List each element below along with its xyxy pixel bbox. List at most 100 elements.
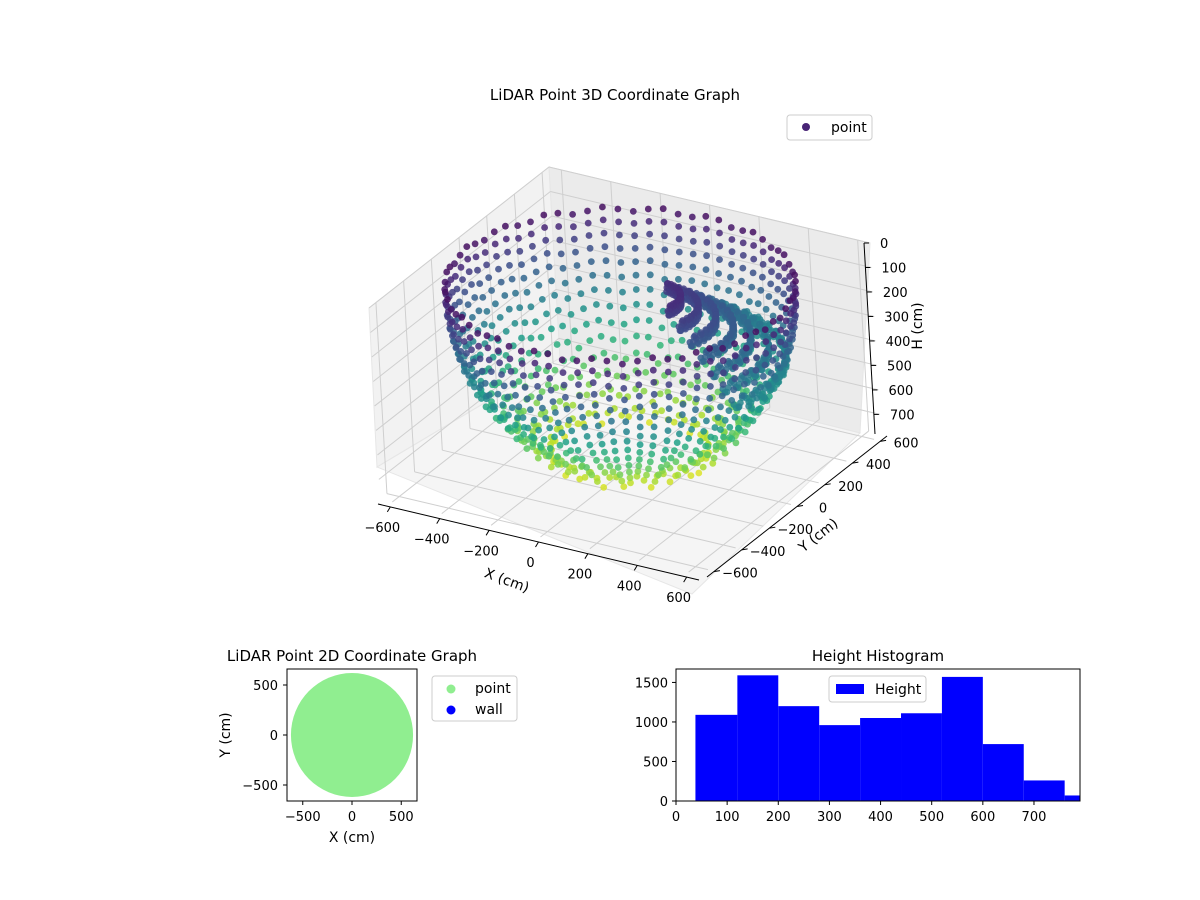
point-marker-3d (721, 416, 729, 424)
legend-2d: point wall (431, 675, 518, 722)
point-marker-3d (620, 320, 628, 328)
point-marker-3d (599, 390, 606, 398)
point-marker-3d (635, 392, 643, 400)
point-marker-3d (465, 372, 473, 379)
point-marker-3d (695, 469, 703, 477)
x-tick-label-2d: 0 (348, 810, 356, 825)
point-marker-3d (756, 405, 763, 413)
point-marker-3d (564, 338, 571, 346)
grid-line-back-h (548, 166, 871, 244)
point-marker-3d (573, 262, 581, 269)
point-marker-3d (786, 335, 793, 343)
point-marker-3d (580, 305, 587, 313)
point-marker-3d (446, 263, 454, 271)
point-marker-3d (504, 393, 512, 401)
point-marker-3d (586, 337, 594, 344)
point-marker-3d (497, 278, 505, 286)
point-marker-3d (512, 289, 519, 297)
y-tick-label-3d: 400 (866, 458, 891, 473)
axes-3d: −600−400−2000200400600−600−400−200020040… (364, 237, 918, 606)
chart-2d: LiDAR Point 2D Coordinate Graph −500−500… (218, 647, 518, 846)
point-marker-3d (765, 382, 772, 389)
point-marker-3d (791, 271, 798, 279)
point-marker-3d (716, 229, 723, 237)
point-marker-3d (512, 421, 519, 429)
x-tick-label-histogram: 500 (919, 810, 944, 825)
point-marker-3d (530, 416, 538, 424)
point-marker-3d (626, 468, 633, 476)
point-marker-3d (741, 428, 749, 436)
point-marker-3d (742, 369, 750, 376)
point-marker-3d (752, 366, 760, 374)
point-marker-3d (646, 257, 654, 265)
z-axis-label-3d: H (cm) (910, 302, 926, 349)
point-marker-3d (629, 208, 637, 215)
x-tick-label-histogram: 700 (1022, 810, 1047, 825)
point-marker-3d (577, 290, 585, 298)
point-marker-3d (725, 407, 733, 414)
point-marker-3d (591, 286, 598, 293)
point-marker-3d (601, 243, 609, 251)
point-marker-3d (674, 210, 682, 218)
point-marker-3d (740, 413, 748, 421)
point-marker-3d (494, 347, 502, 355)
point-marker-3d (625, 462, 633, 469)
point-marker-3d (574, 369, 581, 377)
x-tick-label-histogram: 600 (970, 810, 995, 825)
point-marker-3d (693, 384, 701, 392)
point-marker-3d (670, 321, 678, 328)
point-marker-3d (569, 211, 576, 218)
point-marker-3d (532, 371, 540, 379)
point-marker-3d (475, 342, 482, 350)
point-marker-3d (540, 436, 548, 443)
point-marker-3d (631, 245, 639, 252)
point-marker-3d (532, 268, 540, 276)
point-marker-3d (466, 334, 474, 341)
point-marker-3d (753, 394, 761, 402)
point-marker-3d (603, 271, 611, 279)
point-marker-3d (718, 392, 726, 400)
x-tick-3d (386, 506, 391, 513)
point-marker-3d (589, 379, 597, 387)
point-marker-3d (781, 277, 788, 285)
point-marker-3d (452, 343, 460, 351)
point-marker-3d (767, 369, 775, 377)
point-marker-3d (620, 385, 628, 392)
point-marker-3d (646, 458, 654, 466)
point-marker-3d (649, 354, 656, 362)
point-marker-3d (595, 316, 602, 324)
point-marker-3d (570, 223, 577, 231)
point-marker-3d (441, 278, 449, 286)
point-marker-3d (620, 483, 628, 490)
point-marker-3d (792, 300, 800, 307)
point-marker-3d (727, 224, 735, 231)
point-marker-3d (538, 388, 546, 396)
point-marker-3d (545, 362, 552, 370)
point-marker-3d (569, 401, 577, 409)
point-marker-3d (534, 383, 541, 390)
point-marker-3d (728, 397, 736, 404)
point-marker-3d (606, 302, 614, 310)
point-marker-3d (702, 212, 710, 220)
point-marker-3d (659, 205, 667, 213)
point-marker-3d (689, 225, 697, 233)
point-marker-3d (636, 456, 643, 463)
grid-line-side-h (368, 166, 550, 309)
point-marker-3d (601, 469, 609, 476)
point-marker-3d (457, 348, 465, 355)
legend-histogram-label: Height (875, 682, 922, 698)
point-marker-3d (554, 461, 562, 468)
point-marker-3d (457, 263, 465, 271)
point-marker-3d (575, 344, 583, 352)
point-marker-3d (508, 404, 516, 411)
point-marker-3d (636, 403, 644, 411)
point-marker-3d (784, 348, 791, 355)
point-marker-3d (738, 277, 745, 285)
point-marker-3d (692, 447, 700, 455)
point-marker-3d (748, 391, 756, 398)
point-disc-2d (290, 673, 414, 797)
point-marker-3d (665, 416, 673, 424)
point-marker-3d (562, 460, 569, 468)
point-marker-3d (554, 209, 562, 217)
x-tick-label-histogram: 300 (817, 810, 842, 825)
